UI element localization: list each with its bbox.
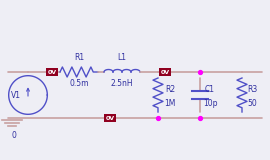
Text: 0V: 0V bbox=[160, 69, 170, 75]
Text: 50: 50 bbox=[247, 99, 257, 108]
Text: C1: C1 bbox=[205, 85, 215, 95]
Text: 0.5m: 0.5m bbox=[69, 79, 89, 88]
Text: 0: 0 bbox=[12, 131, 16, 140]
Text: 0V: 0V bbox=[106, 116, 114, 120]
Text: R3: R3 bbox=[247, 85, 257, 95]
Text: 10p: 10p bbox=[203, 99, 217, 108]
Text: R1: R1 bbox=[74, 53, 84, 63]
Text: 1M: 1M bbox=[164, 99, 176, 108]
Text: 2.5nH: 2.5nH bbox=[111, 79, 133, 88]
Text: V1: V1 bbox=[11, 91, 21, 100]
Text: L1: L1 bbox=[117, 53, 127, 63]
Text: R2: R2 bbox=[165, 85, 175, 95]
Text: 0V: 0V bbox=[48, 69, 56, 75]
